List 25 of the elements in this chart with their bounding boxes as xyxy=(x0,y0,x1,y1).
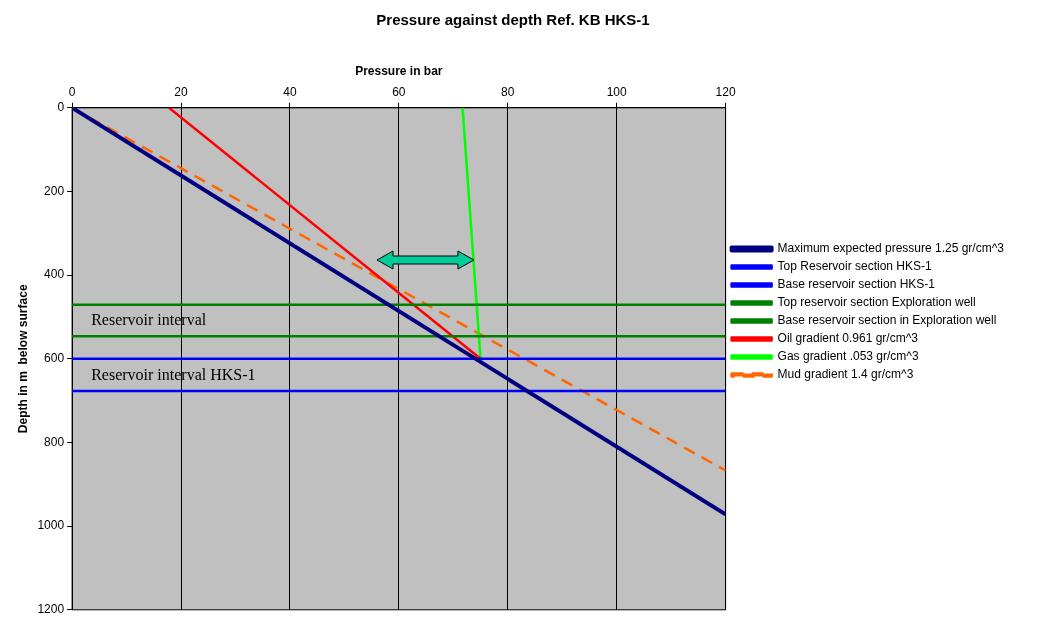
y-tick-label: 600 xyxy=(44,351,65,366)
legend-label: Top reservoir section Exploration well xyxy=(777,295,976,310)
x-tick-label: 40 xyxy=(283,84,297,99)
x-tick-label: 60 xyxy=(392,84,406,99)
x-tick-label: 80 xyxy=(501,84,515,99)
legend-label: Oil gradient 0.961 gr/cm^3 xyxy=(777,331,919,346)
y-tick-label: 200 xyxy=(44,183,65,198)
y-tick-label: 0 xyxy=(57,100,65,115)
x-tick-label: 100 xyxy=(606,84,628,99)
chart-title: Pressure against depth Ref. KB HKS-1 xyxy=(376,11,650,29)
y-tick-label: 400 xyxy=(44,267,65,282)
x-axis-title: Pressure in bar xyxy=(355,63,443,78)
legend-label: Base reservoir section in Exploration well xyxy=(777,313,997,328)
legend-label: Mud gradient 1.4 gr/cm^3 xyxy=(777,367,914,382)
x-tick-label: 120 xyxy=(715,84,736,99)
legend-label: Base reservoir section HKS-1 xyxy=(777,277,936,292)
x-tick-label: 0 xyxy=(68,84,76,99)
y-axis-title: Depth in m below surface xyxy=(15,284,30,434)
legend-label: Maximum expected pressure 1.25 gr/cm^3 xyxy=(777,241,1005,256)
y-tick-label: 1200 xyxy=(37,602,65,617)
legend-label: Top Reservoir section HKS-1 xyxy=(777,259,932,274)
y-tick-label: 800 xyxy=(44,434,65,449)
x-tick-label: 20 xyxy=(174,84,189,99)
legend-label: Gas gradient .053 gr/cm^3 xyxy=(777,349,919,364)
y-tick-label: 1000 xyxy=(37,518,65,533)
